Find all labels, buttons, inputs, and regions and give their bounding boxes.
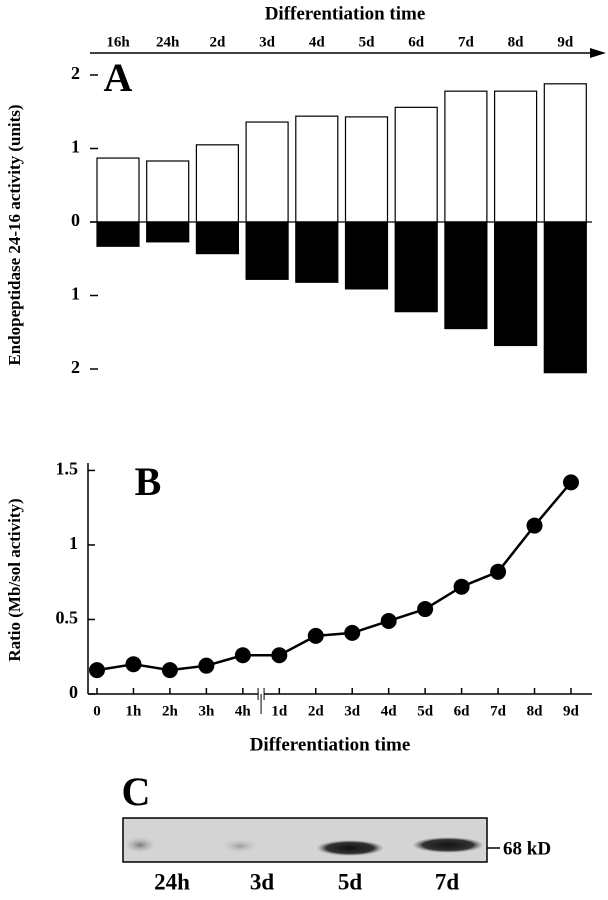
x-tick-label: 8d xyxy=(508,34,525,50)
y-tick-label: 2 xyxy=(71,63,80,83)
blot-smear xyxy=(124,837,156,853)
bar xyxy=(146,221,190,243)
arrow-head xyxy=(590,48,606,58)
point xyxy=(198,657,215,674)
point xyxy=(161,662,178,679)
bar xyxy=(344,116,389,223)
bar xyxy=(295,221,339,283)
y-axis-label: Ratio (Mb/sol activity) xyxy=(5,498,24,661)
y-tick-label: 0 xyxy=(69,682,78,702)
y-axis-label: Endopeptidase 24-16 activity (units) xyxy=(5,104,24,365)
x-tick-label: 4d xyxy=(309,34,326,50)
bar xyxy=(195,221,239,255)
bar xyxy=(245,221,289,280)
bar xyxy=(444,221,488,330)
lane-label: 24h xyxy=(154,869,190,894)
x-tick-label: 2d xyxy=(308,703,325,719)
bar xyxy=(96,221,140,247)
bar xyxy=(543,221,587,374)
x-tick-label: 24h xyxy=(156,34,180,50)
x-tick-label: 0 xyxy=(93,703,101,719)
point xyxy=(417,601,434,618)
bar xyxy=(543,83,587,223)
marker-label: 68 kD xyxy=(503,838,551,859)
x-tick-label: 6d xyxy=(454,703,471,719)
x-tick-label: 3h xyxy=(198,703,215,719)
x-tick-label: 5d xyxy=(359,34,376,50)
x-tick-label: 2d xyxy=(209,34,226,50)
bar xyxy=(344,221,389,290)
x-tick-label: 3d xyxy=(259,34,276,50)
bar xyxy=(295,115,339,223)
lane-label: 7d xyxy=(435,869,460,894)
point xyxy=(89,662,105,679)
y-tick-label: 0 xyxy=(71,210,80,230)
x-tick-label: 3d xyxy=(344,703,361,719)
point xyxy=(526,517,543,534)
blot-smear xyxy=(222,839,258,853)
panel-label: C xyxy=(122,769,151,814)
y-tick-label: 0.5 xyxy=(56,608,79,628)
x-tick-label: 1h xyxy=(126,703,143,719)
point xyxy=(380,612,397,629)
y-tick-label: 1 xyxy=(71,137,80,157)
bar xyxy=(195,144,239,223)
blot-band xyxy=(316,840,384,856)
bar xyxy=(494,90,538,223)
point xyxy=(125,656,142,673)
x-tick-label: 5d xyxy=(417,703,434,719)
point xyxy=(344,624,361,641)
bar xyxy=(245,121,289,223)
x-tick-label: 7d xyxy=(458,34,475,50)
x-tick-label: 4d xyxy=(381,703,398,719)
panel-label: A xyxy=(104,55,133,100)
bar xyxy=(494,221,538,347)
x-tick-label: 8d xyxy=(527,703,544,719)
y-tick-label: 1.5 xyxy=(56,459,79,479)
x-tick-label: 2h xyxy=(162,703,179,719)
point xyxy=(490,563,507,580)
point xyxy=(453,578,470,595)
y-tick-label: 1 xyxy=(71,284,80,304)
bar xyxy=(96,157,140,223)
point xyxy=(562,474,579,491)
lane-label: 3d xyxy=(250,869,275,894)
point xyxy=(307,627,324,644)
x-tick-label: 9d xyxy=(563,703,580,719)
x-tick-label: 16h xyxy=(106,34,130,50)
x-tick-label: 4h xyxy=(235,703,252,719)
point xyxy=(271,647,288,664)
panel-label: B xyxy=(135,459,162,504)
bar xyxy=(394,221,438,313)
y-tick-label: 1 xyxy=(69,533,78,553)
x-tick-label: 7d xyxy=(490,703,507,719)
x-axis-label: Differentiation time xyxy=(250,734,411,755)
bar xyxy=(444,90,488,223)
chart-title: Differentiation time xyxy=(265,3,426,24)
y-tick-label: 2 xyxy=(71,357,80,377)
x-tick-label: 6d xyxy=(408,34,425,50)
blot-band xyxy=(412,837,484,853)
lane-label: 5d xyxy=(338,869,363,894)
x-tick-label: 9d xyxy=(557,34,574,50)
bar xyxy=(394,106,438,223)
point xyxy=(234,647,251,664)
bar xyxy=(146,160,190,223)
x-tick-label: 1d xyxy=(271,703,288,719)
